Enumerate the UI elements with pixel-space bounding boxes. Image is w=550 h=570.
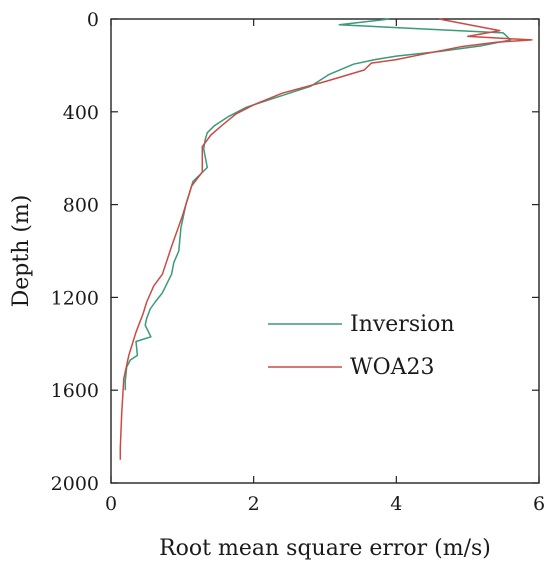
y-tick-label: 2000: [51, 473, 99, 495]
y-tick-label: 400: [63, 102, 99, 124]
y-tick-label: 0: [87, 9, 99, 31]
axis-ticks: 0 2 4 6 0 400 800 1200 1600 2000: [51, 9, 545, 515]
x-tick-label: 4: [390, 493, 402, 515]
x-tick-label: 0: [105, 493, 117, 515]
plot-frame: [110, 18, 540, 484]
series-lines: [119, 18, 533, 460]
y-tick-label: 1600: [51, 380, 99, 402]
series-line-woa23: [119, 18, 533, 460]
x-tick-label: 2: [248, 493, 260, 515]
legend-label-inversion: Inversion: [350, 312, 455, 337]
x-tick-label: 6: [533, 493, 545, 515]
y-tick-label: 800: [63, 195, 99, 217]
legend-label-woa23: WOA23: [350, 355, 435, 380]
y-axis-label: Depth (m): [9, 195, 34, 308]
x-axis-label: Root mean square error (m/s): [159, 536, 491, 561]
legend: Inversion WOA23: [268, 312, 455, 380]
y-tick-label: 1200: [51, 287, 99, 309]
series-line-inversion: [124, 18, 512, 391]
